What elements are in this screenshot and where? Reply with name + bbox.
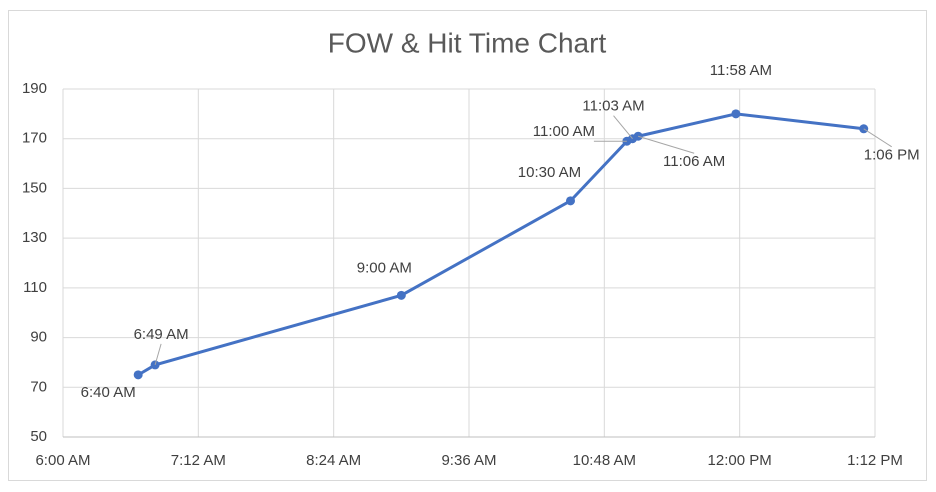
data-point <box>731 109 741 119</box>
data-point <box>133 370 143 380</box>
leader-line <box>638 135 695 154</box>
chart-frame <box>8 10 927 481</box>
leader-line <box>154 343 162 366</box>
leader-line <box>863 128 892 148</box>
x-tick-label: 6:00 AM <box>35 452 90 469</box>
data-label: 11:03 AM <box>582 98 644 115</box>
y-tick-label: 50 <box>30 428 47 445</box>
x-tick-label: 1:12 PM <box>847 452 903 469</box>
x-tick-label: 8:24 AM <box>306 452 361 469</box>
x-tick-label: 7:12 AM <box>171 452 226 469</box>
data-label: 9:00 AM <box>357 259 412 276</box>
x-tick-label: 10:48 AM <box>573 452 636 469</box>
y-tick-label: 190 <box>22 80 47 97</box>
data-label: 6:40 AM <box>81 384 136 401</box>
data-point <box>566 196 575 206</box>
data-label: 11:06 AM <box>663 153 725 170</box>
data-label: 11:58 AM <box>710 62 772 79</box>
data-label: 6:49 AM <box>134 326 189 343</box>
y-tick-label: 90 <box>30 329 47 346</box>
x-tick-label: 9:36 AM <box>441 452 496 469</box>
y-tick-label: 110 <box>23 279 47 296</box>
data-label: 1:06 PM <box>864 147 920 164</box>
data-label: 10:30 AM <box>518 164 581 181</box>
data-point <box>396 290 406 300</box>
leader-line <box>613 115 633 140</box>
y-tick-label: 150 <box>22 179 47 196</box>
data-label: 11:00 AM <box>533 123 595 140</box>
y-tick-label: 70 <box>30 378 47 395</box>
chart-title: FOW & Hit Time Chart <box>328 27 607 58</box>
y-tick-label: 130 <box>22 229 47 246</box>
y-tick-label: 170 <box>22 130 47 147</box>
x-tick-label: 12:00 PM <box>708 452 772 469</box>
